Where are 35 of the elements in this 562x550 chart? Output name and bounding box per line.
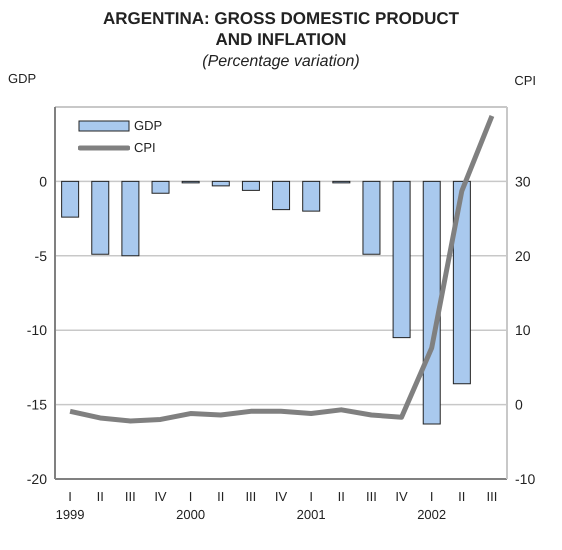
y2-tick-label: 10 — [515, 322, 531, 338]
legend-label: GDP — [134, 117, 162, 135]
x-tick-label: IV — [154, 489, 167, 504]
text: 2002 — [417, 507, 446, 522]
x-tick-label: II — [217, 489, 224, 504]
y2-axis-title: CPI — [514, 73, 536, 88]
x-tick-label: III — [124, 489, 136, 504]
x-tick-label: II — [458, 489, 466, 504]
y-tick-label: -15 — [26, 396, 48, 413]
y-tick-label: -10 — [26, 322, 48, 338]
text: 1999 — [56, 507, 85, 522]
chart-title: ARGENTINA: GROSS DOMESTIC PRODUCT AND INFLATION — [102, 8, 460, 50]
x-tick-label: III — [245, 489, 256, 504]
x-tick-label: IV — [274, 489, 288, 504]
text: 2000 — [176, 507, 206, 522]
y2-tick-label: 20 — [515, 248, 531, 264]
y-axis-title: GDP — [8, 71, 36, 86]
x-tick-label: III — [366, 489, 377, 504]
chart-subtitle: (Percentage variation) — [201, 53, 361, 71]
y2-tick-label: 30 — [515, 173, 531, 190]
y-tick-label: 0 — [39, 173, 48, 190]
x-tick-label: II — [96, 489, 104, 504]
x-tick-label: I — [309, 489, 313, 504]
x-tick-label: IV — [395, 489, 408, 504]
y2-tick-label: 0 — [515, 396, 523, 413]
x-tick-label: II — [338, 489, 345, 504]
x-tick-label: I — [68, 489, 72, 504]
y-tick-label: -20 — [26, 470, 48, 487]
x-tick-label: I — [430, 489, 434, 504]
y-tick-label: -5 — [34, 248, 48, 264]
x-tick-label: I — [188, 489, 192, 504]
x-tick-label: III — [486, 489, 498, 504]
text: 2001 — [296, 507, 326, 522]
legend-label: CPI — [134, 139, 156, 157]
y2-tick-label: -10 — [515, 470, 536, 487]
